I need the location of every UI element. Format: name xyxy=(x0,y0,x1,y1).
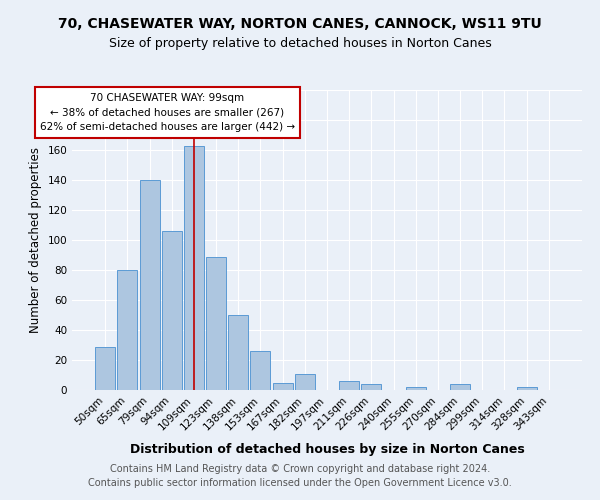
Bar xyxy=(272,382,293,390)
Bar xyxy=(162,231,182,390)
Y-axis label: Number of detached properties: Number of detached properties xyxy=(29,147,42,333)
Bar xyxy=(140,180,160,390)
Bar xyxy=(118,270,137,390)
Bar xyxy=(206,256,226,390)
Bar xyxy=(95,346,115,390)
Bar xyxy=(184,146,204,390)
Bar xyxy=(361,384,382,390)
Bar xyxy=(406,387,426,390)
Bar xyxy=(450,384,470,390)
Bar xyxy=(295,374,315,390)
Text: 70, CHASEWATER WAY, NORTON CANES, CANNOCK, WS11 9TU: 70, CHASEWATER WAY, NORTON CANES, CANNOC… xyxy=(58,18,542,32)
Bar xyxy=(228,315,248,390)
Bar xyxy=(250,351,271,390)
Bar xyxy=(517,387,536,390)
X-axis label: Distribution of detached houses by size in Norton Canes: Distribution of detached houses by size … xyxy=(130,443,524,456)
Text: 70 CHASEWATER WAY: 99sqm
← 38% of detached houses are smaller (267)
62% of semi-: 70 CHASEWATER WAY: 99sqm ← 38% of detach… xyxy=(40,92,295,132)
Text: Contains HM Land Registry data © Crown copyright and database right 2024.
Contai: Contains HM Land Registry data © Crown c… xyxy=(88,464,512,487)
Text: Size of property relative to detached houses in Norton Canes: Size of property relative to detached ho… xyxy=(109,38,491,51)
Bar xyxy=(339,381,359,390)
